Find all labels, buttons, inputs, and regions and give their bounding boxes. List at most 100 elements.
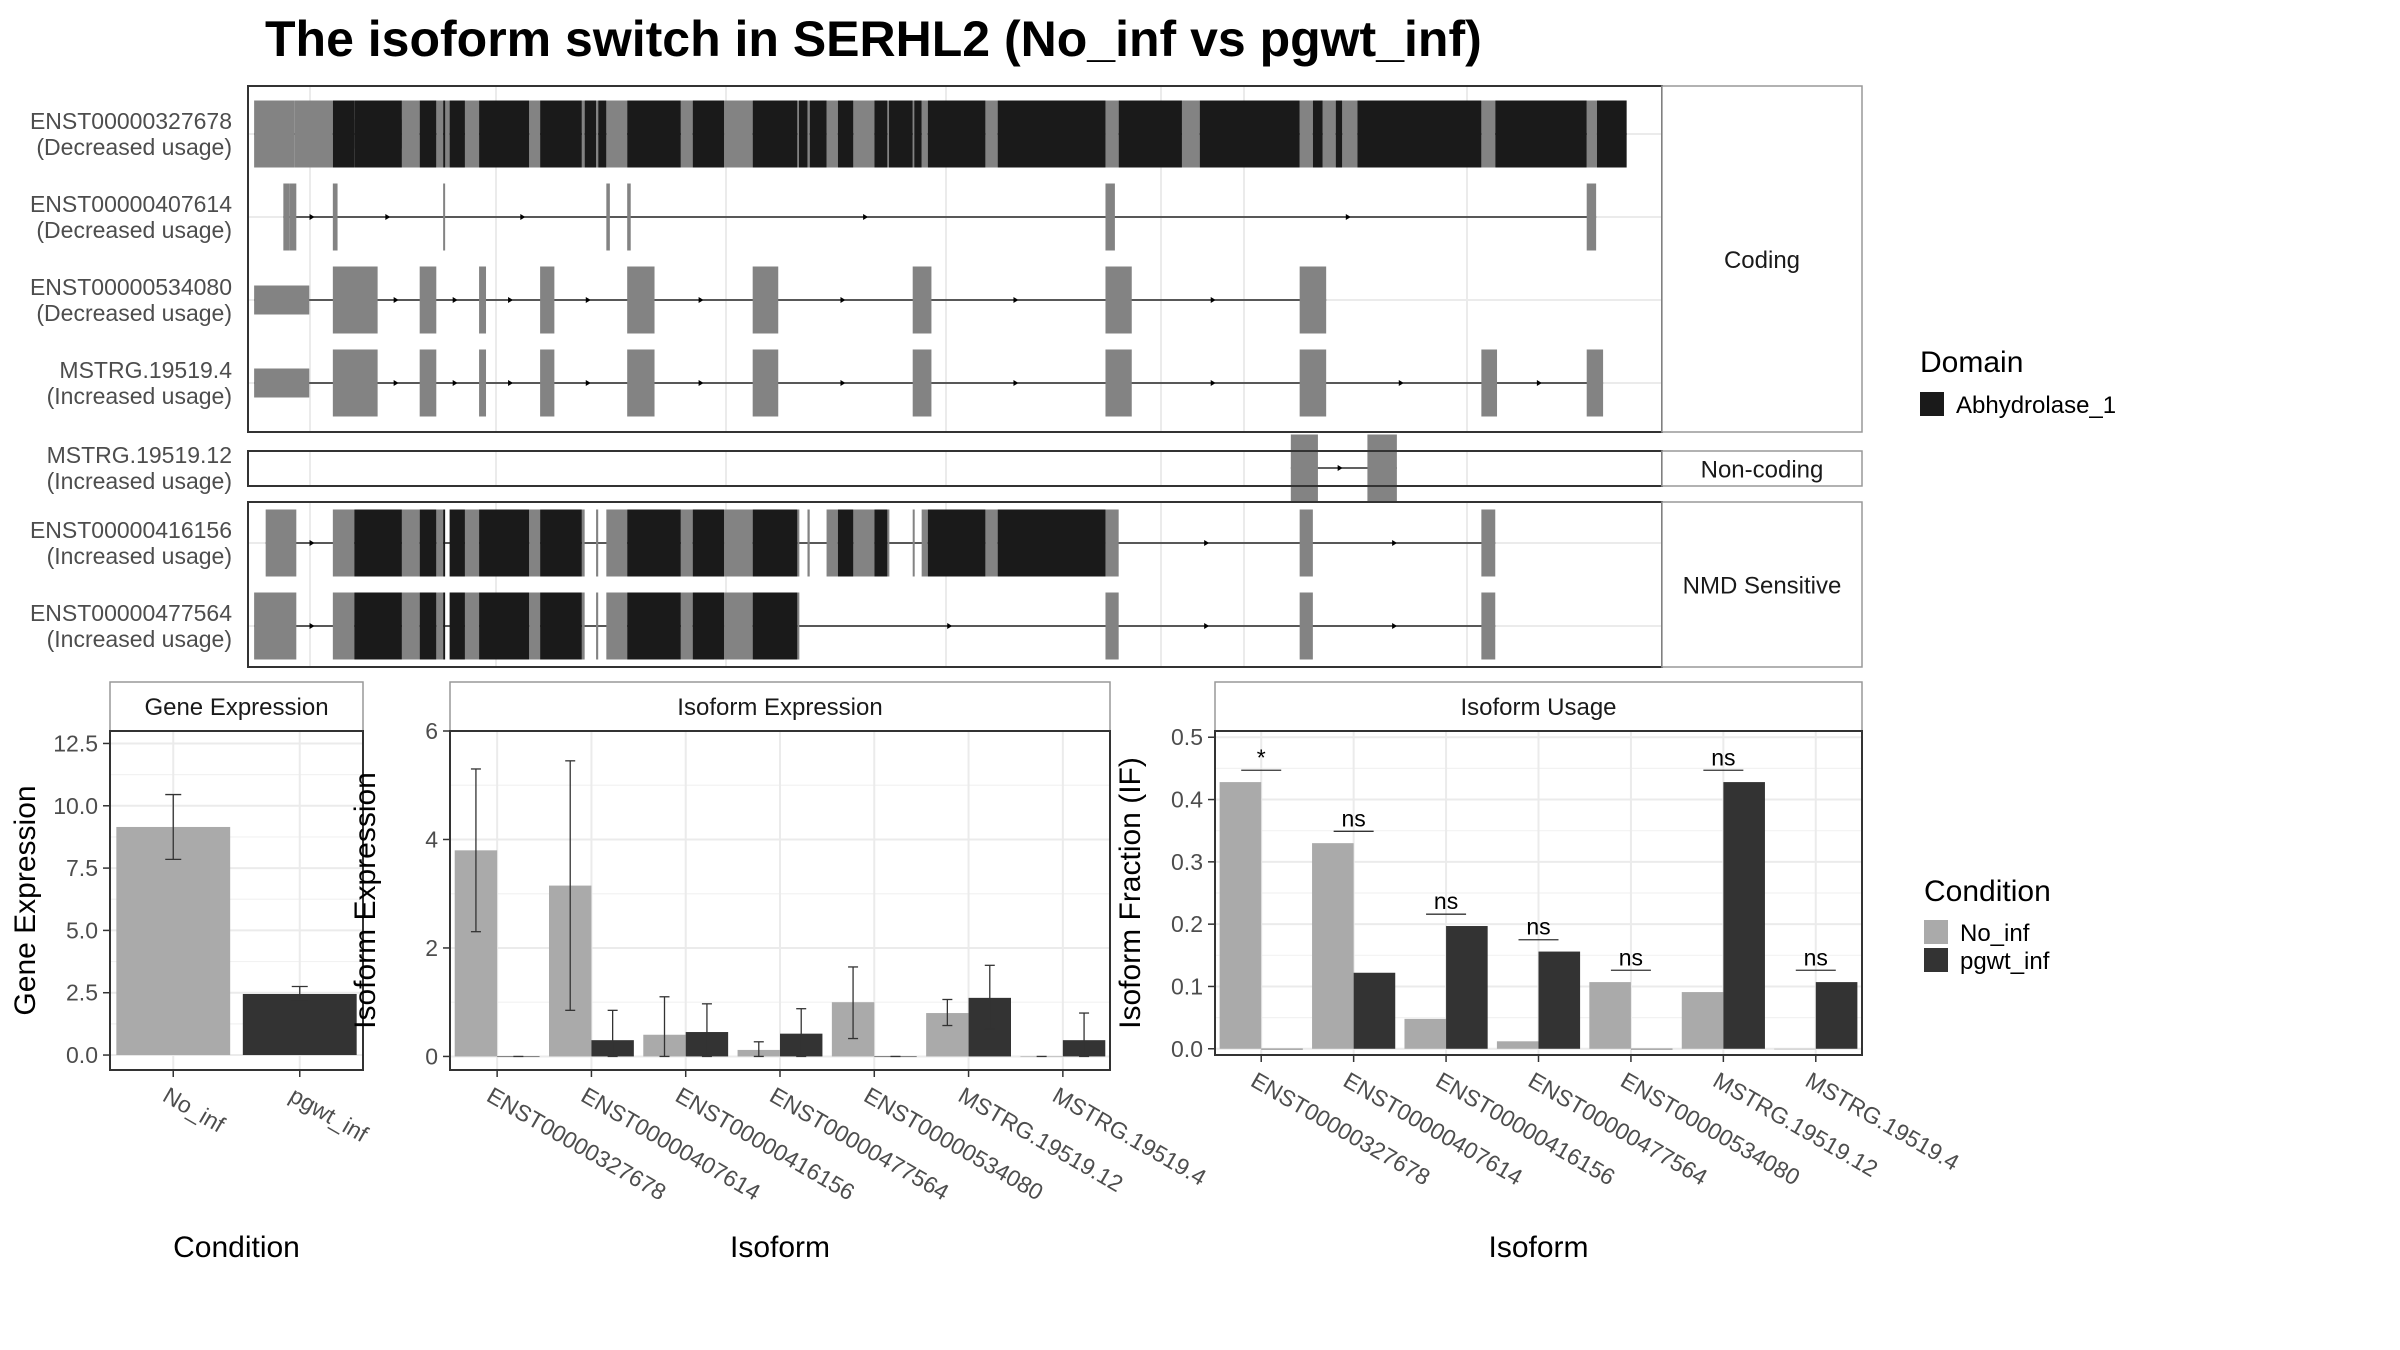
x-tick-label: MSTRG.19519.4 [1801, 1067, 1964, 1176]
exon-block [826, 509, 838, 577]
domain-block-abhydrolase-1 [627, 592, 681, 660]
condition-legend-swatch-pgwt-inf [1924, 948, 1948, 972]
exon-block [1586, 349, 1604, 417]
isoform-label: MSTRG.19519.4 [59, 357, 232, 383]
domain-block-abhydrolase-1 [1312, 100, 1323, 168]
exon-block [419, 266, 437, 334]
facet-strip-label-non-coding: Non-coding [1701, 457, 1824, 484]
isoform-expression-panel: Isoform Expression0246ENST00000327678ENS… [349, 681, 1211, 1264]
exon-block [581, 100, 585, 168]
y-tick-label: 0.3 [1171, 849, 1203, 875]
bar-no-inf [116, 826, 231, 1056]
condition-legend-label-pgwt-inf: pgwt_inf [1960, 948, 2050, 975]
domain-block-abhydrolase-1 [354, 100, 402, 168]
exon-block [797, 592, 800, 660]
isoform-usage-panel: Isoform Usage0.00.10.20.30.40.5ENST00000… [1114, 681, 1964, 1264]
intron-direction-arrow [585, 380, 591, 386]
exon-block [464, 509, 480, 577]
bar-no-inf-mstrg-19519-4 [1774, 1048, 1816, 1050]
domain-block-abhydrolase-1 [1335, 100, 1343, 168]
domain-block-abhydrolase-1 [540, 509, 582, 577]
plot-panel-border [449, 730, 1111, 1071]
exon-block [479, 349, 487, 417]
exon-block [581, 509, 585, 577]
domain-block-abhydrolase-1 [1495, 100, 1587, 168]
exon-block [254, 592, 297, 660]
exon-block [1105, 100, 1119, 168]
exon-block [540, 349, 555, 417]
intron-direction-arrow [1013, 380, 1019, 386]
exon-block [332, 509, 355, 577]
condition-legend-title: Condition [1924, 875, 2051, 908]
domain-block-abhydrolase-1 [1596, 100, 1627, 168]
exon-block [1481, 509, 1496, 577]
isoform-label: ENST00000416156 [30, 517, 232, 543]
bar-pgwt-inf-enst00000477564 [1538, 951, 1581, 1049]
domain-block-abhydrolase-1 [752, 592, 798, 660]
exon-block [797, 100, 800, 168]
intron-direction-arrow [452, 380, 458, 386]
exon-block [1105, 509, 1119, 577]
domain-block-abhydrolase-1 [837, 509, 854, 577]
exon-block [479, 266, 487, 334]
y-axis-title: Gene Expression [9, 785, 42, 1015]
domain-block-abhydrolase-1 [914, 100, 922, 168]
intron-direction-arrow [1392, 623, 1398, 629]
exon-block [1342, 100, 1358, 168]
intron-direction-arrow [1536, 380, 1542, 386]
condition-legend-swatch-no-inf [1924, 920, 1948, 944]
panel-strip-title: Isoform Expression [677, 694, 882, 721]
y-tick-label: 0.1 [1171, 973, 1203, 999]
exon-block [752, 349, 779, 417]
intron-direction-arrow [393, 297, 399, 303]
domain-block-abhydrolase-1 [443, 509, 446, 577]
exon-block [752, 266, 779, 334]
condition-legend-label-no-inf: No_inf [1960, 920, 2030, 947]
facet-strip-label-nmd-sensitive: NMD Sensitive [1683, 573, 1842, 600]
exon-block [265, 509, 297, 577]
plot-panel-border [1214, 730, 1863, 1056]
exon-block [887, 509, 890, 577]
exon-block [680, 592, 693, 660]
exon-block [1481, 100, 1496, 168]
exon-block [401, 592, 420, 660]
intron-direction-arrow [863, 214, 869, 220]
exon-block [596, 100, 599, 168]
x-tick-label: ENST00000407614 [577, 1082, 765, 1206]
intron-direction-arrow [393, 380, 399, 386]
domain-block-abhydrolase-1 [837, 100, 854, 168]
bar-pgwt-inf [242, 993, 357, 1056]
exon-block [540, 266, 555, 334]
domain-block-abhydrolase-1 [1357, 100, 1482, 168]
domain-block-abhydrolase-1 [752, 509, 798, 577]
exon-block [1299, 100, 1313, 168]
intron-direction-arrow [698, 297, 704, 303]
significance-label: * [1257, 744, 1266, 770]
domain-block-abhydrolase-1 [889, 100, 913, 168]
isoform-usage-label: (Decreased usage) [36, 217, 232, 243]
y-tick-label: 4 [425, 826, 438, 852]
intron-direction-arrow [947, 623, 953, 629]
bar-no-inf-enst00000534080 [1589, 982, 1631, 1049]
bar-pgwt-inf-enst00000534080 [1630, 1048, 1673, 1050]
exon-block [724, 100, 753, 168]
exon-block [436, 509, 444, 577]
exon-block [1105, 266, 1132, 334]
isoform-usage-label: (Increased usage) [47, 468, 232, 494]
domain-block-abhydrolase-1 [419, 100, 437, 168]
exon-block [797, 509, 800, 577]
domain-block-abhydrolase-1 [479, 592, 530, 660]
isoform-label: MSTRG.19519.12 [47, 442, 232, 468]
intron-direction-arrow [309, 214, 315, 220]
intron-direction-arrow [840, 297, 846, 303]
domain-block-abhydrolase-1 [997, 100, 1106, 168]
exon-block [606, 592, 628, 660]
exon-block [1105, 592, 1119, 660]
exon-block [627, 349, 655, 417]
isoform-label: ENST00000407614 [30, 191, 232, 217]
intron-direction-arrow [1398, 380, 1404, 386]
domain-block-abhydrolase-1 [692, 509, 725, 577]
exon-block [912, 100, 915, 168]
exon-block [1322, 100, 1336, 168]
exon-block [332, 349, 378, 417]
